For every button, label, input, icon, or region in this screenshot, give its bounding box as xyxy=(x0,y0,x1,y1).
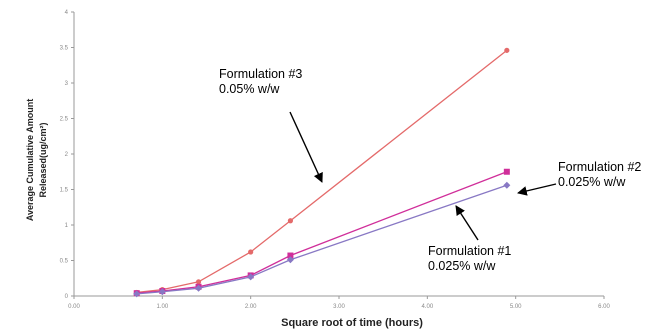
series-f1 xyxy=(133,181,511,298)
data-point-f3 xyxy=(195,279,202,285)
series-line-f3 xyxy=(136,49,508,294)
x-tick-label: 1.00 xyxy=(156,304,168,310)
data-point-f1 xyxy=(286,256,294,264)
annotation-formulation-2: Formulation #2 0.025% w/w xyxy=(517,160,641,196)
annotation-formulation-1-name: Formulation #1 xyxy=(428,244,511,258)
x-tick-label: 2.00 xyxy=(245,304,257,310)
data-point-f3 xyxy=(287,218,294,224)
data-point-f2 xyxy=(287,252,294,259)
annotation-formulation-3-arrow xyxy=(289,111,323,183)
x-tick-label: 4.00 xyxy=(421,304,433,310)
series-layer xyxy=(133,47,511,298)
annotation-formulation-3-conc: 0.05% w/w xyxy=(219,82,280,96)
y-tick-label: 1 xyxy=(65,223,69,229)
y-tick-label: 3.5 xyxy=(60,46,69,52)
data-point-f3 xyxy=(504,47,510,53)
annotation-formulation-3-name: Formulation #3 xyxy=(219,67,302,81)
x-tick-label: 3.00 xyxy=(333,304,345,310)
annotation-formulation-1-conc: 0.025% w/w xyxy=(428,259,496,273)
y-axis-title: Average Cumulative Amount Released(ug/cm… xyxy=(25,99,48,221)
series-line-f1 xyxy=(136,184,508,295)
annotation-formulation-1-arrow xyxy=(455,205,479,241)
data-point-f2 xyxy=(503,168,510,175)
y-tick-label: 2 xyxy=(65,152,69,158)
annotation-formulation-2-name: Formulation #2 xyxy=(558,160,641,174)
data-point-f1 xyxy=(503,181,511,189)
y-axis-title-line-1: Average Cumulative Amount xyxy=(25,99,35,221)
annotation-formulation-1: Formulation #1 0.025% w/w xyxy=(428,205,511,273)
y-tick-label: 2.5 xyxy=(60,117,69,123)
axis-ticks: 0.00 1.00 2.00 3.00 4.00 5.00 6.00 0 0.5 1 1.5 2 2.5… xyxy=(60,10,611,310)
data-point-f3 xyxy=(248,249,254,255)
series-f2 xyxy=(133,168,510,297)
x-tick-label: 5.00 xyxy=(510,304,522,310)
data-point-f1 xyxy=(133,290,141,298)
data-point-f1 xyxy=(158,288,166,296)
y-tick-label: 1.5 xyxy=(60,188,69,194)
x-tick-label: 0.00 xyxy=(68,304,80,310)
annotation-formulation-2-arrow xyxy=(517,183,557,196)
y-tick-label: 4 xyxy=(65,10,69,16)
data-point-f1 xyxy=(195,284,203,292)
annotation-formulation-2-conc: 0.025% w/w xyxy=(558,175,626,189)
y-tick-label: 0.5 xyxy=(60,259,69,265)
x-axis-title: Square root of time (hours) xyxy=(281,317,423,329)
data-point-f1 xyxy=(247,273,255,281)
x-tick-label: 6.00 xyxy=(598,304,610,310)
y-axis-title-line-2: Released(ug/cm²) xyxy=(38,122,48,197)
series-line-f2 xyxy=(136,171,508,294)
y-tick-label: 3 xyxy=(65,81,69,87)
y-tick-label: 0 xyxy=(65,294,69,300)
annotation-formulation-3: Formulation #3 0.05% w/w xyxy=(219,67,323,183)
